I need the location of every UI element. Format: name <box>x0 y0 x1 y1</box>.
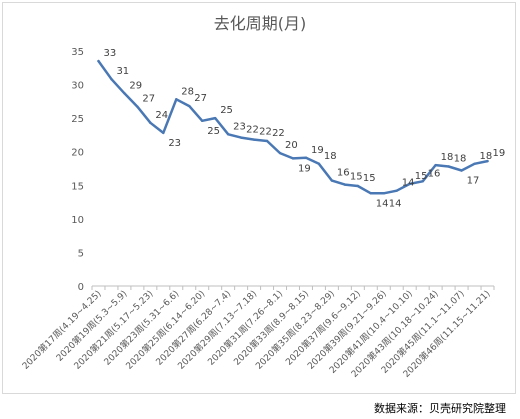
data-label: 23 <box>168 138 181 149</box>
data-point <box>434 163 437 167</box>
y-tick-label: 20 <box>71 148 84 159</box>
data-point <box>460 169 463 172</box>
data-label: 17 <box>467 176 480 187</box>
data-label: 19 <box>298 163 311 174</box>
data-point <box>188 104 191 108</box>
data-label: 27 <box>142 94 155 105</box>
data-point <box>213 116 217 120</box>
data-label: 22 <box>246 125 259 136</box>
chart-title: 去化周期(月) <box>213 14 307 33</box>
data-label: 14 <box>376 198 389 209</box>
data-label: 33 <box>103 48 116 59</box>
data-point <box>317 162 321 165</box>
data-point <box>97 59 100 63</box>
data-point <box>252 138 256 141</box>
data-label: 22 <box>272 128 285 139</box>
data-point <box>110 78 113 81</box>
data-point <box>447 165 450 168</box>
y-tick-label: 10 <box>71 215 84 226</box>
y-tick-label: 30 <box>71 81 84 92</box>
data-point <box>149 121 152 125</box>
data-label: 15 <box>350 172 363 183</box>
data-point <box>486 159 489 163</box>
data-label: 24 <box>155 110 168 121</box>
data-point <box>162 131 165 135</box>
data-point <box>291 157 295 160</box>
data-label: 27 <box>194 93 207 104</box>
data-point <box>395 189 398 192</box>
data-point <box>356 184 360 188</box>
chart-frame <box>2 2 516 394</box>
data-label: 18 <box>480 151 493 162</box>
data-point <box>201 119 204 123</box>
data-label: 19 <box>311 145 324 156</box>
data-label: 25 <box>220 105 233 116</box>
data-label: 23 <box>233 121 246 132</box>
data-point <box>343 183 347 186</box>
y-tick-label: 25 <box>71 114 84 125</box>
data-point <box>473 162 476 165</box>
data-point <box>369 192 373 195</box>
data-point <box>278 151 282 155</box>
data-point <box>421 180 424 183</box>
data-label: 16 <box>337 168 350 179</box>
data-point <box>382 192 385 195</box>
data-label: 19 <box>493 148 506 159</box>
data-label: 18 <box>324 151 337 162</box>
y-tick-label: 35 <box>71 47 84 58</box>
data-label: 16 <box>428 168 441 179</box>
data-label: 20 <box>285 140 298 151</box>
data-point <box>330 179 334 182</box>
data-label: 25 <box>207 126 220 137</box>
data-label: 29 <box>129 80 142 91</box>
data-point <box>123 92 126 95</box>
data-label: 14 <box>389 198 402 209</box>
data-label: 15 <box>415 171 428 182</box>
data-label: 14 <box>402 178 415 189</box>
source-note: 数据来源：贝壳研究院整理 <box>374 402 506 415</box>
data-label: 15 <box>363 173 376 184</box>
data-point <box>408 182 411 186</box>
data-point <box>239 136 243 139</box>
data-point <box>175 98 178 101</box>
data-point <box>136 105 139 108</box>
y-tick-label: 0 <box>78 282 84 293</box>
data-label: 28 <box>181 86 194 97</box>
data-point <box>226 133 230 136</box>
data-label: 31 <box>116 66 129 77</box>
data-point <box>304 156 308 159</box>
data-point <box>265 139 269 143</box>
data-label: 18 <box>454 153 467 164</box>
data-label: 22 <box>259 127 272 138</box>
y-tick-label: 5 <box>78 248 84 259</box>
y-tick-label: 15 <box>71 181 84 192</box>
data-label: 18 <box>441 152 454 163</box>
